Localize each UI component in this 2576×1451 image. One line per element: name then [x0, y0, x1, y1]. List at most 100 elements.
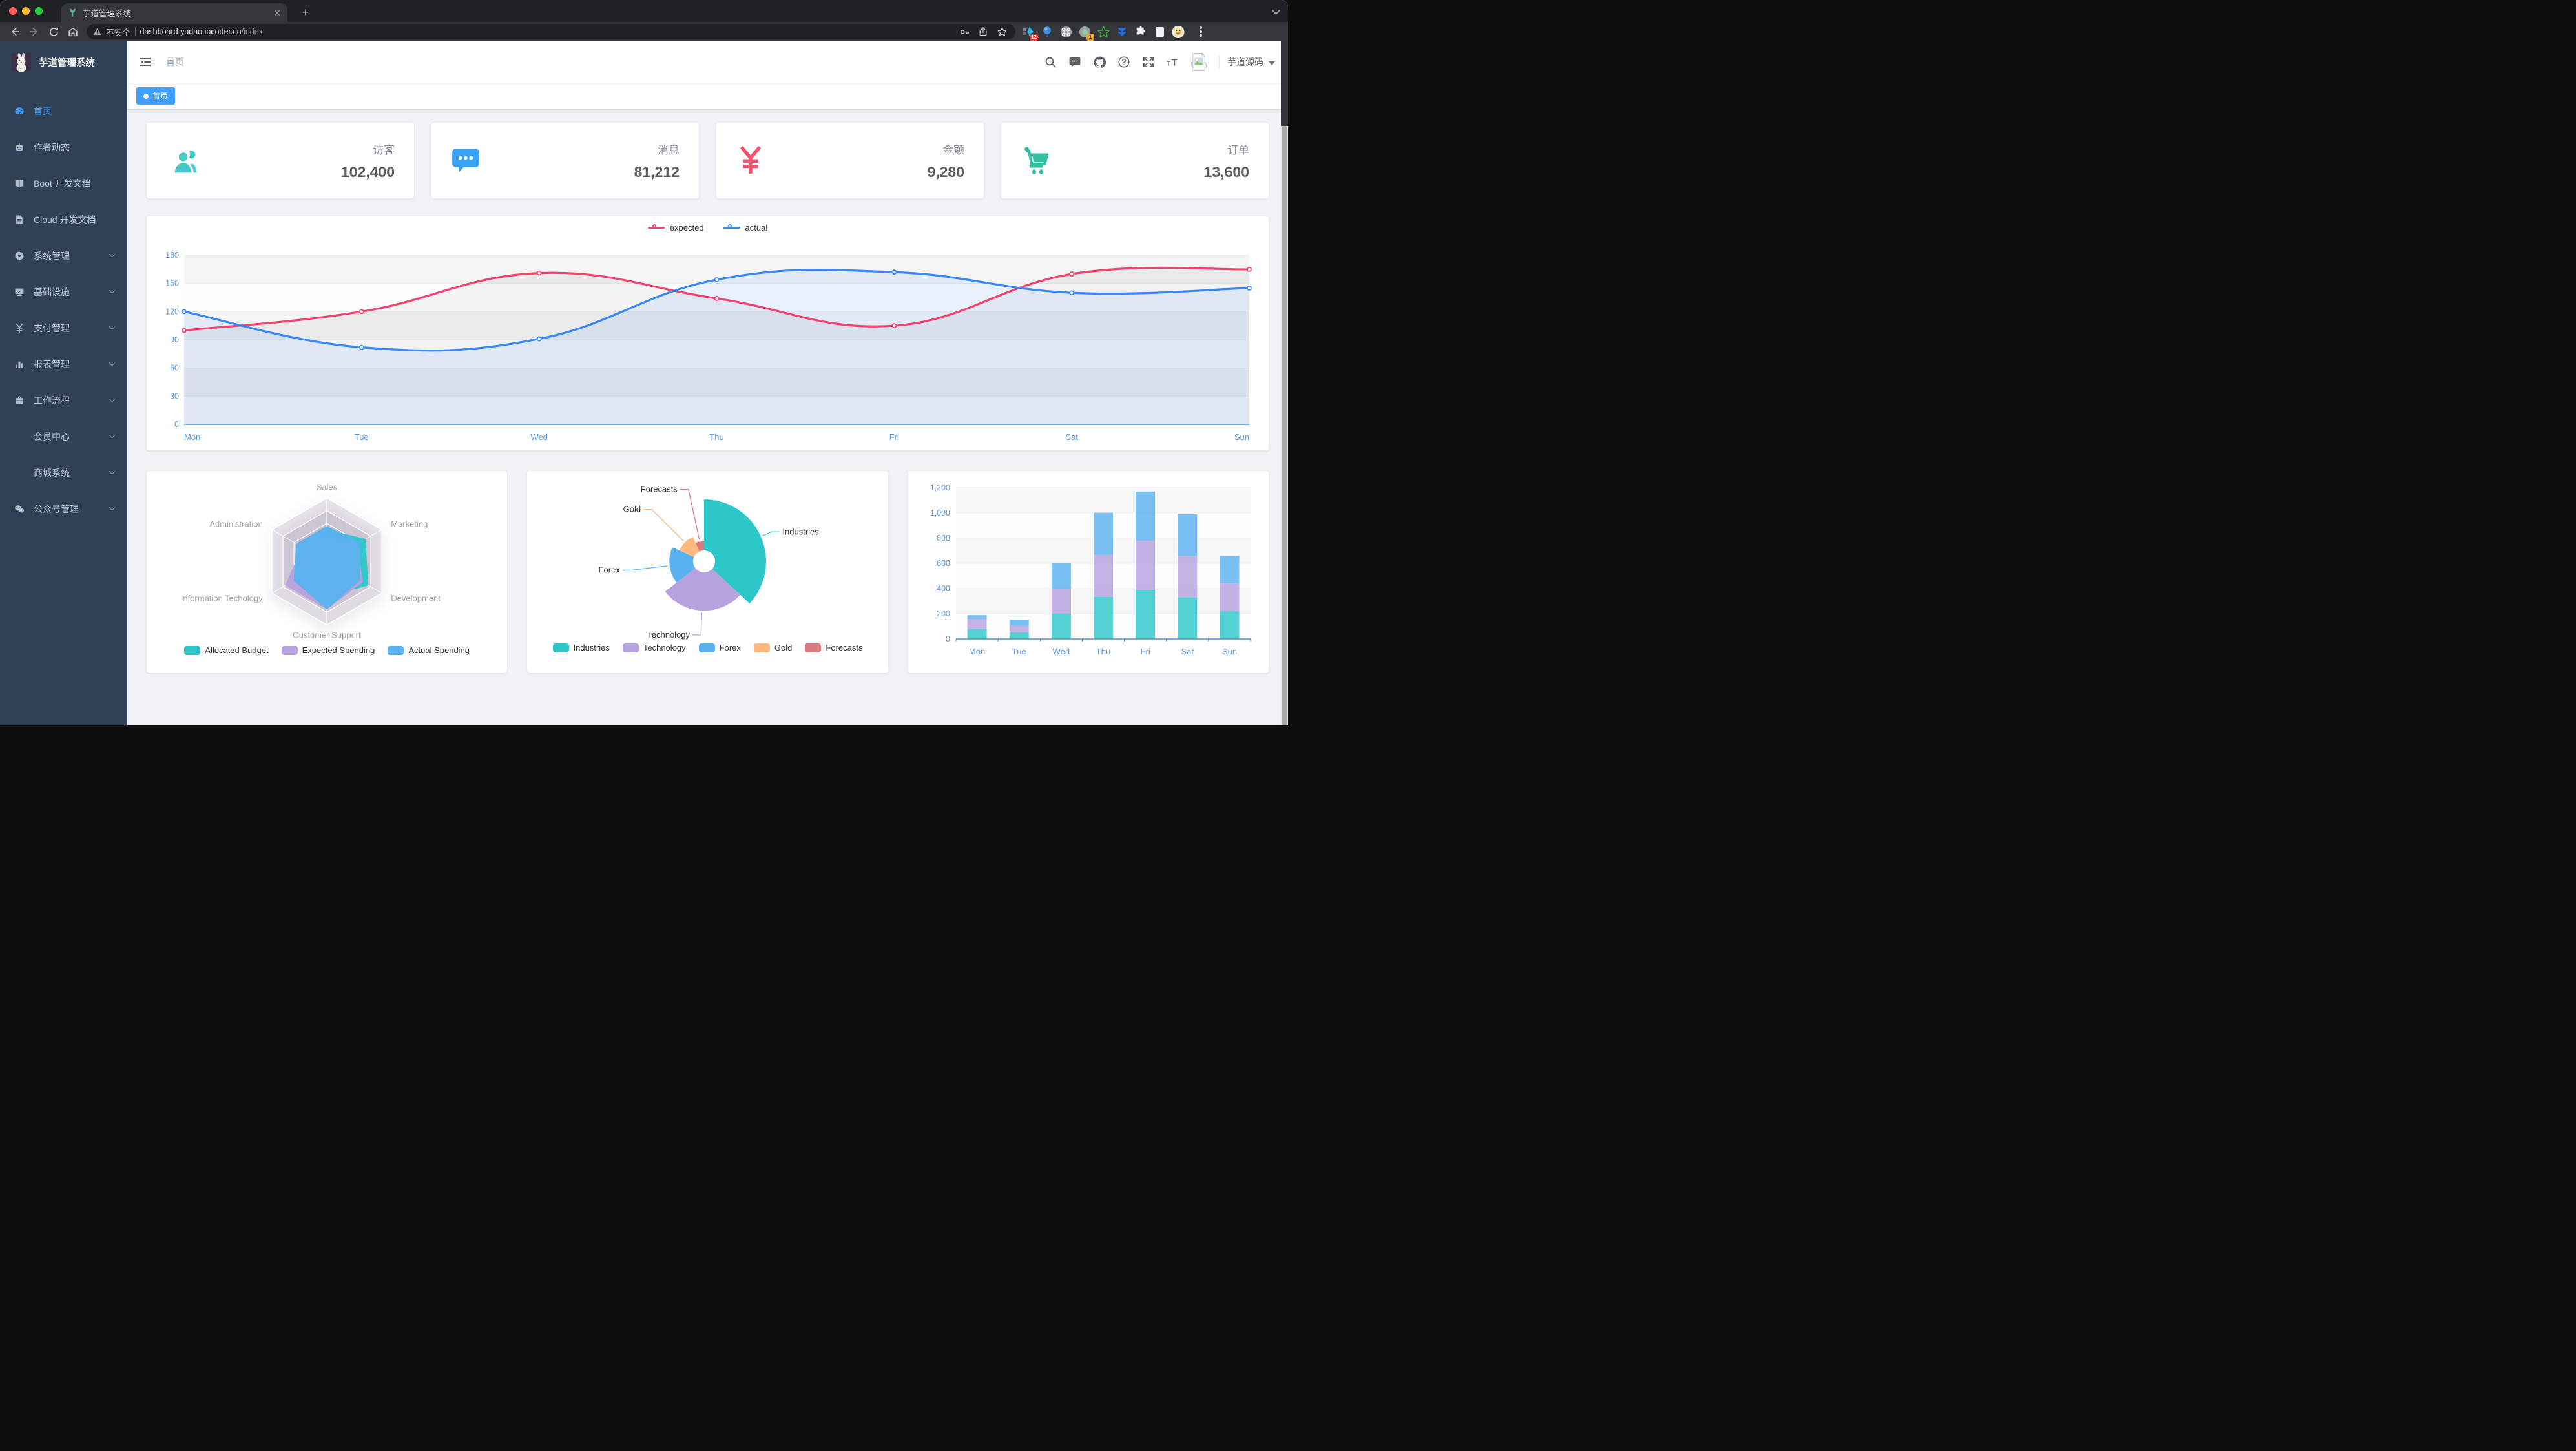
scrollbar-thumb[interactable] [1282, 126, 1287, 725]
sidebar-item-10[interactable]: 商城系统 [0, 455, 127, 491]
wechat-icon [14, 504, 25, 514]
legend-item-gold[interactable]: Gold [753, 643, 792, 652]
home-button[interactable] [65, 23, 81, 40]
extension-command-icon[interactable] [1059, 25, 1072, 38]
legend-item-industries[interactable]: Industries [552, 643, 610, 652]
sidebar-item-7[interactable]: 报表管理 [0, 346, 127, 382]
sidebar-item-2[interactable]: Boot 开发文档 [0, 165, 127, 202]
sidebar-item-6[interactable]: 支付管理 [0, 310, 127, 346]
user-avatar-broken-image-icon[interactable] [1190, 52, 1209, 72]
chevron-down-icon [109, 432, 116, 439]
svg-text:Sun: Sun [1222, 647, 1237, 656]
legend-line-marker [647, 224, 665, 229]
svg-text:30: 30 [170, 391, 179, 401]
extension-balloon-icon[interactable] [1041, 25, 1054, 38]
profile-avatar-icon[interactable] [1172, 25, 1185, 38]
radar-chart: Sales Administration Information Techology… [157, 479, 497, 644]
dashboard-content: 访客 102,400 消息 81,212 金额 9,280 订单 13,600 expecte… [127, 110, 1288, 725]
legend-item-expected[interactable]: expected [647, 223, 704, 233]
legend-label: Forex [719, 643, 741, 652]
svg-text:150: 150 [165, 279, 179, 288]
sidebar-logo[interactable]: 芋道管理系统 [0, 41, 127, 83]
page-scrollbar[interactable] [1281, 41, 1288, 725]
extensions-puzzle-icon[interactable] [1134, 25, 1147, 38]
legend-item-expected-spending[interactable]: Expected Spending [281, 645, 375, 655]
tab-search-chevron-icon[interactable] [1272, 6, 1280, 15]
extension-recorder-icon[interactable]: 1 [1078, 25, 1094, 41]
svg-text:Development: Development [391, 593, 441, 603]
legend-item-technology[interactable]: Technology [622, 643, 686, 652]
share-icon[interactable] [976, 25, 990, 39]
tab-favicon-sprout-icon [70, 8, 76, 17]
extension-green-star-icon[interactable] [1097, 25, 1110, 38]
legend-swatch [184, 645, 201, 655]
svg-text:200: 200 [937, 609, 950, 618]
bookmark-star-icon[interactable] [995, 25, 1009, 39]
sidebar-item-8[interactable]: 工作流程 [0, 382, 127, 419]
briefcase-icon [14, 395, 25, 406]
svg-text:Mon: Mon [969, 647, 985, 656]
tag-home[interactable]: 首页 [136, 87, 176, 105]
svg-text:800: 800 [937, 534, 950, 543]
pie-chart-legend: Industries Technology Forex Gold Forecasts [552, 643, 862, 652]
close-window-button[interactable] [9, 7, 17, 15]
sidebar-item-3[interactable]: Cloud 开发文档 [0, 202, 127, 238]
help-question-icon[interactable] [1117, 55, 1131, 69]
stat-value: 13,600 [1203, 163, 1249, 180]
password-key-icon[interactable] [957, 25, 971, 39]
legend-item-forex[interactable]: Forex [698, 643, 741, 652]
legend-item-actual[interactable]: actual [723, 223, 767, 233]
browser-tab[interactable]: 芋道管理系统 ✕ [61, 3, 287, 22]
svg-text:400: 400 [937, 584, 950, 593]
reload-button[interactable] [45, 23, 62, 40]
github-icon[interactable] [1092, 55, 1106, 69]
minimize-window-button[interactable] [22, 7, 30, 15]
zoom-window-button[interactable] [35, 7, 43, 15]
fullscreen-icon[interactable] [1141, 55, 1156, 69]
sidebar-item-1[interactable]: 作者动态 [0, 129, 127, 165]
legend-item-actual-spending[interactable]: Actual Spending [388, 645, 470, 655]
address-bar[interactable]: 不安全 dashboard.yudao.iocoder.cn/index [87, 24, 1015, 39]
not-secure-warning-icon [93, 28, 101, 36]
sidebar-item-5[interactable]: 基础设施 [0, 274, 127, 310]
sidebar-item-label: 系统管理 [34, 251, 70, 261]
app-title: 芋道管理系统 [39, 57, 95, 68]
search-icon[interactable] [1043, 55, 1057, 69]
stat-card-1[interactable]: 消息 81,212 [431, 123, 699, 198]
legend-item-allocated-budget[interactable]: Allocated Budget [184, 645, 269, 655]
sidebar-toggle-hamburger-icon[interactable] [132, 49, 158, 75]
legend-swatch [281, 645, 298, 655]
chevron-down-icon [109, 287, 116, 294]
legend-item-forecasts[interactable]: Forecasts [805, 643, 862, 652]
extension-diamond-icon[interactable]: 12 [1022, 25, 1038, 41]
sidebar-item-9[interactable]: 会员中心 [0, 419, 127, 455]
sidebar-item-11[interactable]: 公众号管理 [0, 491, 127, 527]
sidebar-item-4[interactable]: 系统管理 [0, 238, 127, 274]
sidebar-item-label: 会员中心 [34, 432, 70, 442]
user-menu[interactable]: 芋道源码 [1219, 56, 1275, 68]
tab-close-icon[interactable]: ✕ [273, 7, 281, 18]
breadcrumb[interactable]: 首页 [166, 57, 184, 67]
legend-swatch [622, 643, 639, 652]
sidebar-item-label: 工作流程 [34, 395, 70, 406]
peoples-icon [165, 144, 198, 178]
stat-card-3[interactable]: 订单 13,600 [1001, 123, 1269, 198]
browser-menu-icon[interactable] [1196, 26, 1206, 37]
stat-card-2[interactable]: 金额 9,280 [716, 123, 984, 198]
bar-chart: 0 200 400 600 800 1,000 1,200 Mon Tue Wed Thu Fri Sa… [919, 479, 1258, 661]
svg-text:Administration: Administration [209, 519, 262, 529]
browser-window: 芋道管理系统 ✕ + 不安全 dashboard.yudao.iocoder.c… [0, 0, 1288, 725]
stat-card-0[interactable]: 访客 102,400 [147, 123, 414, 198]
macos-window-controls[interactable] [9, 7, 43, 15]
svg-text:Sales: Sales [317, 482, 338, 492]
sidebar-item-0-active[interactable]: 首页 [0, 93, 127, 129]
bar-chart-panel: 0 200 400 600 800 1,000 1,200 Mon Tue Wed Thu Fri Sa… [908, 471, 1269, 673]
back-button[interactable] [6, 23, 23, 40]
message-icon[interactable] [1068, 55, 1082, 69]
forward-button[interactable] [26, 23, 43, 40]
new-tab-button[interactable]: + [302, 5, 309, 19]
extension-blue-chevrons-icon[interactable] [1116, 25, 1128, 38]
side-panel-icon[interactable] [1153, 25, 1166, 38]
legend-swatch [805, 643, 822, 652]
